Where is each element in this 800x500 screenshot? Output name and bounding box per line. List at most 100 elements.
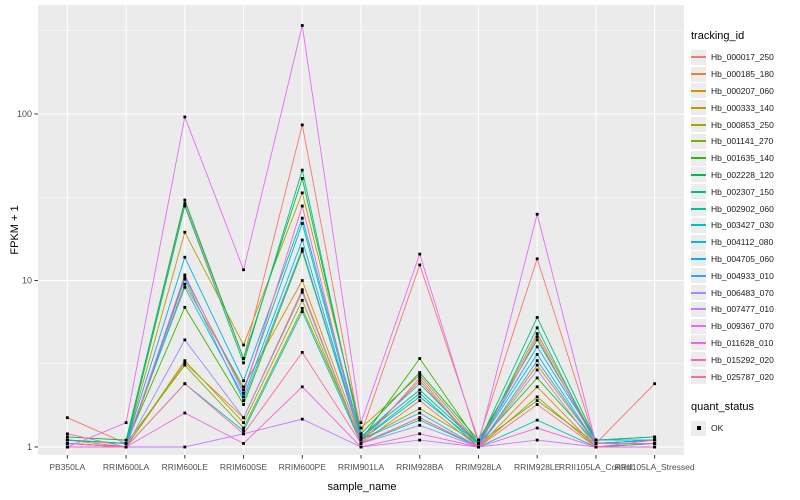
legend-key-swatch (691, 251, 706, 267)
legend-line-icon (691, 274, 706, 277)
data-point (300, 350, 304, 354)
data-point (535, 418, 539, 422)
data-point (124, 438, 128, 442)
legend-item-label: Hb_001141_270 (711, 136, 774, 147)
data-point (183, 282, 187, 286)
data-point (418, 252, 422, 256)
data-point (477, 445, 480, 449)
legend-item-label: Hb_003427_030 (711, 220, 774, 231)
legend-line-icon (691, 190, 706, 193)
x-tick-label: RRIM928LA (455, 462, 502, 472)
legend-item: Hb_001141_270 (691, 133, 799, 150)
data-point (653, 442, 657, 445)
legend-key-swatch (691, 167, 706, 183)
data-point (300, 310, 304, 314)
data-point (183, 230, 187, 234)
data-point (418, 407, 422, 411)
legend-line-icon (691, 140, 706, 143)
data-point (183, 382, 187, 386)
legend-item: Hb_002307_150 (691, 183, 799, 200)
legend-item-label: Hb_000853_250 (711, 119, 774, 130)
data-point (359, 435, 363, 439)
data-point (535, 345, 539, 349)
legend-item: Hb_009367_070 (691, 318, 799, 335)
legend-item: Hb_000207_060 (691, 83, 799, 100)
data-point (242, 426, 245, 430)
legend-line-icon (691, 157, 706, 160)
data-point (65, 435, 69, 439)
data-point (594, 438, 598, 442)
legend-key-swatch (691, 301, 706, 317)
legend-key-swatch (691, 66, 706, 82)
legend-item: Hb_004112_080 (691, 234, 799, 251)
data-point (535, 399, 539, 402)
data-point (418, 357, 422, 360)
data-point (535, 438, 539, 442)
y-tick-label: 1 (27, 442, 32, 452)
x-tick-label: RRIM928LE (514, 462, 561, 472)
data-point (535, 368, 539, 372)
x-tick-label: RRIM600PE (279, 462, 327, 472)
data-point (300, 279, 304, 282)
legend-line-icon (691, 173, 706, 176)
legend-line-icon (691, 207, 706, 210)
legend-key-swatch (691, 318, 706, 334)
data-point (535, 338, 539, 342)
data-point (418, 376, 422, 380)
data-point (418, 263, 422, 267)
data-point (183, 202, 187, 205)
data-point (418, 382, 422, 386)
data-point (183, 338, 187, 342)
legend-item-label: Hb_006483_070 (711, 287, 774, 298)
data-point (183, 255, 187, 259)
data-point (418, 395, 422, 399)
legend-key-swatch (691, 100, 706, 116)
legend-key-swatch (691, 184, 706, 200)
legend-key-swatch (691, 133, 706, 149)
legend-line-icon (691, 106, 706, 109)
legend-item: Hb_002902_060 (691, 200, 799, 217)
legend-item-label: Hb_004705_060 (711, 253, 774, 264)
x-tick-label: RRIM928BA (396, 462, 444, 472)
data-point (300, 249, 304, 253)
legend-line-icon (691, 224, 706, 227)
data-point (418, 388, 422, 392)
data-point (65, 432, 69, 436)
data-point (359, 445, 363, 449)
legend-item-label: Hb_002307_150 (711, 186, 774, 197)
data-point (535, 376, 539, 380)
data-point (535, 335, 539, 339)
data-point (183, 305, 187, 309)
legend-item: Hb_002228_120 (691, 167, 799, 184)
data-point (242, 421, 245, 425)
data-point (300, 123, 304, 127)
data-point (418, 416, 422, 420)
data-point (418, 438, 422, 442)
legend-item-label: Hb_011628_010 (711, 337, 774, 348)
legend-line-icon (691, 241, 706, 244)
data-point (418, 432, 422, 436)
data-point (242, 399, 245, 402)
data-point (300, 298, 304, 302)
legend-item-label: Hb_000185_180 (711, 69, 774, 80)
data-point (183, 277, 187, 281)
legend-key-swatch (691, 150, 706, 166)
data-point (124, 442, 128, 445)
data-point (535, 352, 539, 356)
data-point (535, 316, 539, 319)
legend-item-label: Hb_001635_140 (711, 153, 774, 164)
data-point (183, 363, 187, 367)
legend-item: Hb_025787_020 (691, 368, 799, 385)
data-point (359, 421, 363, 425)
data-point (300, 417, 304, 421)
x-axis-title: sample_name (327, 481, 397, 493)
data-point (242, 432, 245, 436)
data-point (242, 416, 245, 420)
data-point (653, 435, 657, 439)
legend-item-list: Hb_000017_250 Hb_000185_180 Hb_000207_060 H… (691, 49, 799, 385)
data-point (242, 379, 245, 383)
legend-key-swatch (691, 335, 706, 351)
legend-item-label: Hb_025787_020 (711, 371, 774, 382)
x-tick-label: PB350LA (49, 462, 85, 472)
